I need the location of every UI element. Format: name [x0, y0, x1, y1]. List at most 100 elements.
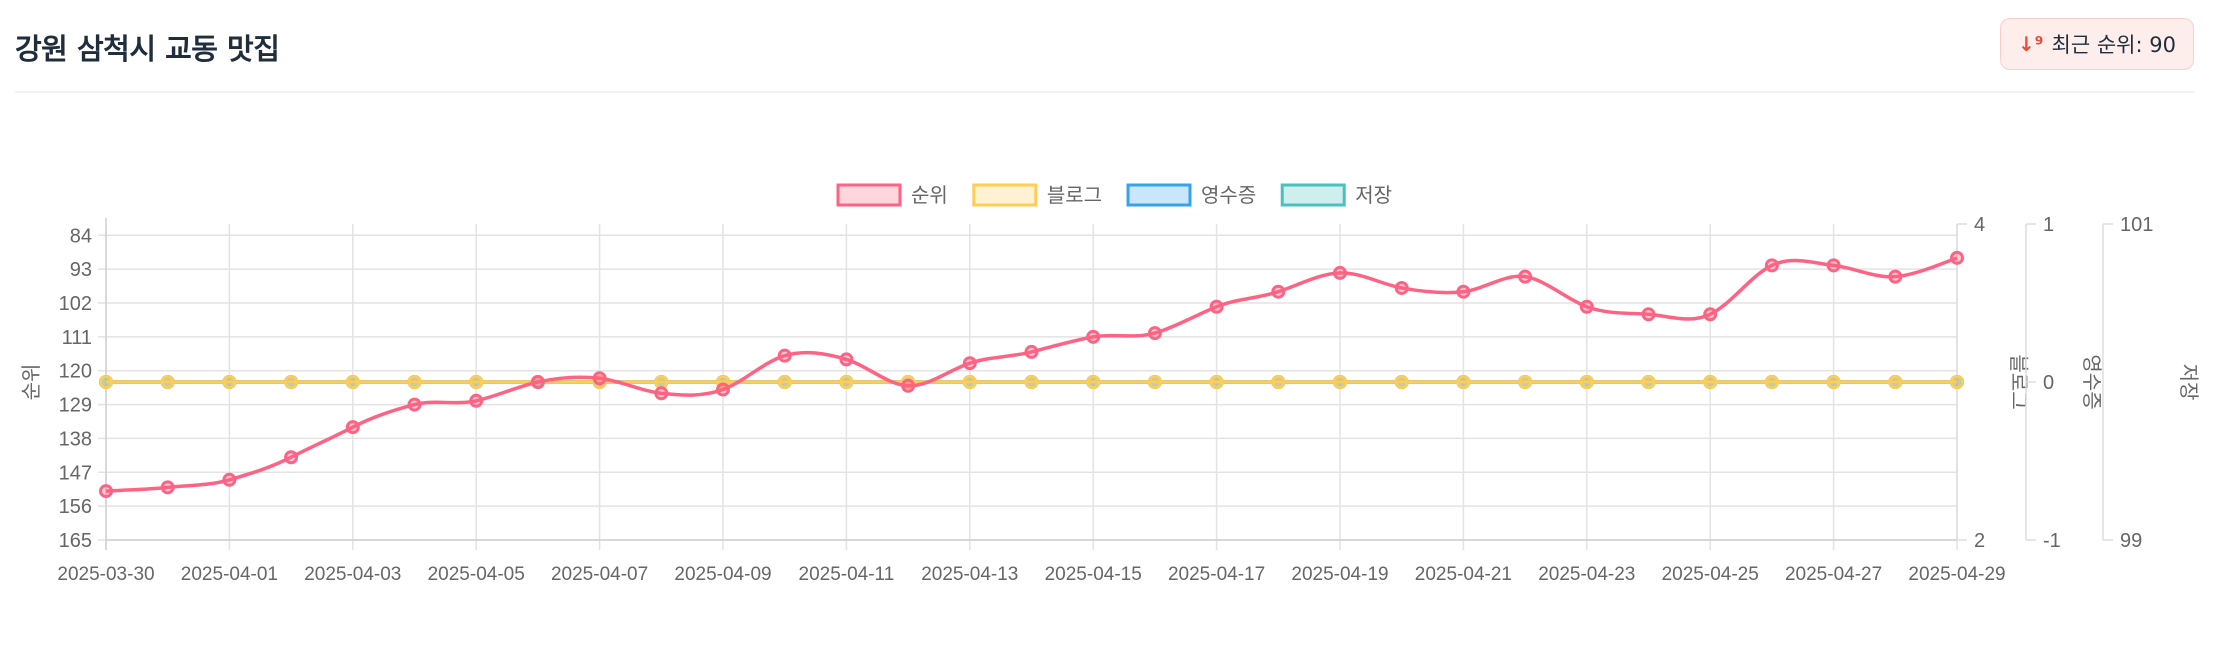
blog-data-point	[160, 375, 175, 389]
rank-data-point	[222, 472, 237, 487]
blog-data-point	[1394, 375, 1409, 389]
blog-data-point	[1641, 375, 1656, 389]
receipt-tick-label: 0	[2043, 372, 2054, 394]
blog-data-point	[1147, 375, 1162, 389]
blog-data-point	[222, 375, 237, 389]
x-tick-label: 2025-04-05	[428, 564, 525, 585]
rank-data-point	[1147, 326, 1162, 341]
rank-data-point	[839, 352, 854, 367]
blog-data-point	[1456, 375, 1471, 389]
page-title: 강원 삼척시 교동 맛집	[15, 32, 280, 66]
legend-item-rank[interactable]: 순위	[836, 183, 948, 207]
rank-data-point	[716, 382, 730, 397]
receipt-tick-label: 1	[2043, 214, 2054, 236]
rank-data-point	[1456, 284, 1471, 299]
rank-data-point	[962, 356, 977, 371]
rank-data-point	[1950, 250, 1964, 265]
blog-tick-label: 4	[1974, 214, 1985, 236]
rank-data-point	[345, 420, 360, 435]
blog-data-point	[284, 375, 299, 389]
legend-swatch	[836, 183, 902, 207]
rank-data-point	[530, 375, 545, 389]
blog-data-point	[1271, 375, 1286, 389]
rank-data-point	[284, 450, 299, 465]
rank-data-point	[1579, 299, 1594, 314]
rank-data-point	[592, 371, 607, 386]
rank-tick-label: 147	[59, 462, 92, 484]
blog-data-point	[1086, 375, 1101, 389]
x-tick-label: 2025-04-03	[304, 564, 401, 585]
rank-data-point	[1764, 258, 1779, 273]
rank-data-point	[1826, 258, 1841, 273]
rank-data-point	[99, 484, 113, 499]
receipt-tick-label: -1	[2043, 530, 2061, 552]
blog-data-point	[1888, 375, 1903, 389]
blog-data-point	[1579, 375, 1594, 389]
rank-tick-label: 93	[70, 259, 92, 281]
blog-data-point	[962, 375, 977, 389]
save-axis-title: 저장	[2177, 364, 2200, 401]
rank-data-point	[1641, 307, 1656, 322]
x-tick-label: 2025-04-11	[799, 564, 895, 585]
blog-data-point	[1826, 375, 1841, 389]
save-tick-label: 99	[2120, 530, 2142, 552]
rank-tick-label: 84	[70, 225, 92, 247]
legend-label: 블로그	[1047, 184, 1102, 207]
blog-data-point	[99, 375, 113, 389]
latest-rank-badge: ↓⁹ 최근 순위: 90	[2000, 18, 2194, 70]
legend-swatch	[1126, 183, 1192, 207]
legend-swatch	[972, 183, 1038, 207]
legend-swatch	[1280, 183, 1346, 207]
blog-data-point	[777, 375, 792, 389]
blog-data-point	[1764, 375, 1779, 389]
x-tick-label: 2025-04-23	[1538, 564, 1635, 585]
x-tick-label: 2025-04-27	[1785, 564, 1882, 585]
x-tick-label: 2025-04-25	[1662, 564, 1759, 585]
rank-data-point	[1518, 269, 1533, 284]
rank-tick-label: 165	[59, 530, 92, 552]
receipt-axis-title: 영수증	[2080, 354, 2103, 409]
latest-rank-label: 최근 순위: 90	[2051, 33, 2176, 57]
rank-data-point	[1703, 307, 1718, 322]
blog-data-point	[345, 375, 360, 389]
rank-tick-label: 129	[59, 395, 92, 417]
blog-data-point	[1950, 375, 1964, 389]
rank-data-point	[407, 397, 422, 412]
rank-data-point	[1024, 344, 1039, 359]
x-tick-label: 2025-04-15	[1045, 564, 1142, 585]
legend-label: 영수증	[1201, 184, 1256, 207]
save-tick-label: 101	[2120, 214, 2153, 236]
blog-data-point	[1518, 375, 1533, 389]
x-tick-label: 2025-04-07	[551, 564, 648, 585]
blog-data-point	[469, 375, 484, 389]
legend-label: 순위	[911, 184, 948, 207]
rank-data-point	[1086, 329, 1101, 344]
rank-data-point	[901, 378, 916, 393]
legend-item-save[interactable]: 저장	[1280, 183, 1392, 207]
rank-data-point	[469, 393, 484, 408]
x-tick-label: 2025-04-29	[1908, 564, 2005, 585]
rank-data-point	[1394, 280, 1409, 295]
x-tick-label: 2025-04-13	[921, 564, 1018, 585]
blog-data-point	[1024, 375, 1039, 389]
rank-tick-label: 111	[62, 327, 92, 349]
rank-data-point	[1888, 269, 1903, 284]
legend-label: 저장	[1355, 184, 1392, 207]
x-tick-label: 2025-04-19	[1291, 564, 1388, 585]
x-tick-label: 2025-04-09	[674, 564, 771, 585]
x-tick-label: 2025-04-21	[1415, 564, 1512, 585]
x-tick-label: 2025-04-01	[181, 564, 278, 585]
rank-series-line	[105, 256, 1958, 493]
legend-item-receipt[interactable]: 영수증	[1126, 183, 1256, 207]
header-divider	[15, 91, 2195, 93]
rank-tick-label: 120	[59, 361, 92, 383]
rank-data-point	[1209, 299, 1224, 314]
rank-axis-title: 순위	[20, 364, 43, 401]
legend-item-blog[interactable]: 블로그	[972, 183, 1102, 207]
x-tick-label: 2025-04-17	[1168, 564, 1265, 585]
blog-data-point	[1333, 375, 1347, 389]
blog-data-point	[1209, 375, 1224, 389]
rank-data-point	[1271, 284, 1286, 299]
rank-data-point	[160, 480, 175, 495]
